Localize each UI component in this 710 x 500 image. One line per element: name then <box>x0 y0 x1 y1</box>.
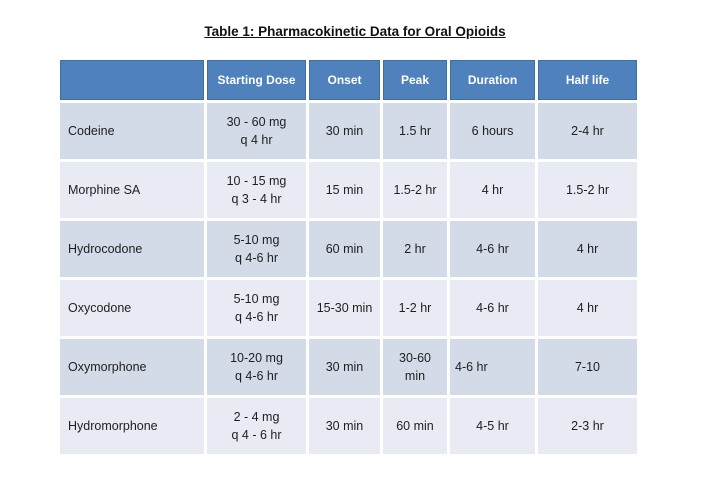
peak-cell: 2 hr <box>383 221 447 277</box>
starting-dose-cell: 30 - 60 mg q 4 hr <box>207 103 306 159</box>
duration-cell: 4-6 hr <box>450 339 535 395</box>
table-row-hydromorphone: Hydromorphone 2 - 4 mg q 4 - 6 hr 30 min… <box>60 398 637 454</box>
half-life-cell: 4 hr <box>538 221 637 277</box>
onset-cell: 30 min <box>309 103 380 159</box>
header-cell-duration: Duration <box>450 60 535 100</box>
table-title-text: Table 1: Pharmacokinetic Data for Oral O… <box>204 24 506 39</box>
header-row: Starting Dose Onset Peak Duration Half l… <box>60 60 637 100</box>
table-row-morphine-sa: Morphine SA 10 - 15 mg q 3 - 4 hr 15 min… <box>60 162 637 218</box>
onset-cell: 30 min <box>309 339 380 395</box>
peak-cell: 1-2 hr <box>383 280 447 336</box>
starting-dose-cell: 10-20 mg q 4-6 hr <box>207 339 306 395</box>
onset-cell: 60 min <box>309 221 380 277</box>
drug-name-cell: Codeine <box>60 103 204 159</box>
half-life-cell: 1.5-2 hr <box>538 162 637 218</box>
duration-cell: 4-6 hr <box>450 280 535 336</box>
header-cell-starting-dose: Starting Dose <box>207 60 306 100</box>
drug-name-cell: Hydrocodone <box>60 221 204 277</box>
table-row-oxycodone: Oxycodone 5-10 mg q 4-6 hr 15-30 min 1-2… <box>60 280 637 336</box>
half-life-cell: 4 hr <box>538 280 637 336</box>
peak-cell: 60 min <box>383 398 447 454</box>
onset-cell: 15 min <box>309 162 380 218</box>
drug-name-cell: Hydromorphone <box>60 398 204 454</box>
peak-cell: 1.5 hr <box>383 103 447 159</box>
starting-dose-cell: 10 - 15 mg q 3 - 4 hr <box>207 162 306 218</box>
half-life-cell: 7-10 <box>538 339 637 395</box>
drug-name-cell: Oxymorphone <box>60 339 204 395</box>
duration-cell: 6 hours <box>450 103 535 159</box>
duration-cell: 4 hr <box>450 162 535 218</box>
half-life-cell: 2-3 hr <box>538 398 637 454</box>
header-cell-half-life: Half life <box>538 60 637 100</box>
header-cell-peak: Peak <box>383 60 447 100</box>
table-row-oxymorphone: Oxymorphone 10-20 mg q 4-6 hr 30 min 30-… <box>60 339 637 395</box>
duration-cell: 4-5 hr <box>450 398 535 454</box>
duration-cell: 4-6 hr <box>450 221 535 277</box>
peak-cell: 30-60 min <box>383 339 447 395</box>
pharmacokinetics-table: Starting Dose Onset Peak Duration Half l… <box>57 57 640 457</box>
onset-cell: 15-30 min <box>309 280 380 336</box>
table-title: Table 1: Pharmacokinetic Data for Oral O… <box>0 24 710 39</box>
onset-cell: 30 min <box>309 398 380 454</box>
starting-dose-cell: 2 - 4 mg q 4 - 6 hr <box>207 398 306 454</box>
half-life-cell: 2-4 hr <box>538 103 637 159</box>
header-cell-drug <box>60 60 204 100</box>
starting-dose-cell: 5-10 mg q 4-6 hr <box>207 221 306 277</box>
drug-name-cell: Morphine SA <box>60 162 204 218</box>
header-cell-onset: Onset <box>309 60 380 100</box>
peak-cell: 1.5-2 hr <box>383 162 447 218</box>
drug-name-cell: Oxycodone <box>60 280 204 336</box>
table-row-hydrocodone: Hydrocodone 5-10 mg q 4-6 hr 60 min 2 hr… <box>60 221 637 277</box>
table-row-codeine: Codeine 30 - 60 mg q 4 hr 30 min 1.5 hr … <box>60 103 637 159</box>
starting-dose-cell: 5-10 mg q 4-6 hr <box>207 280 306 336</box>
